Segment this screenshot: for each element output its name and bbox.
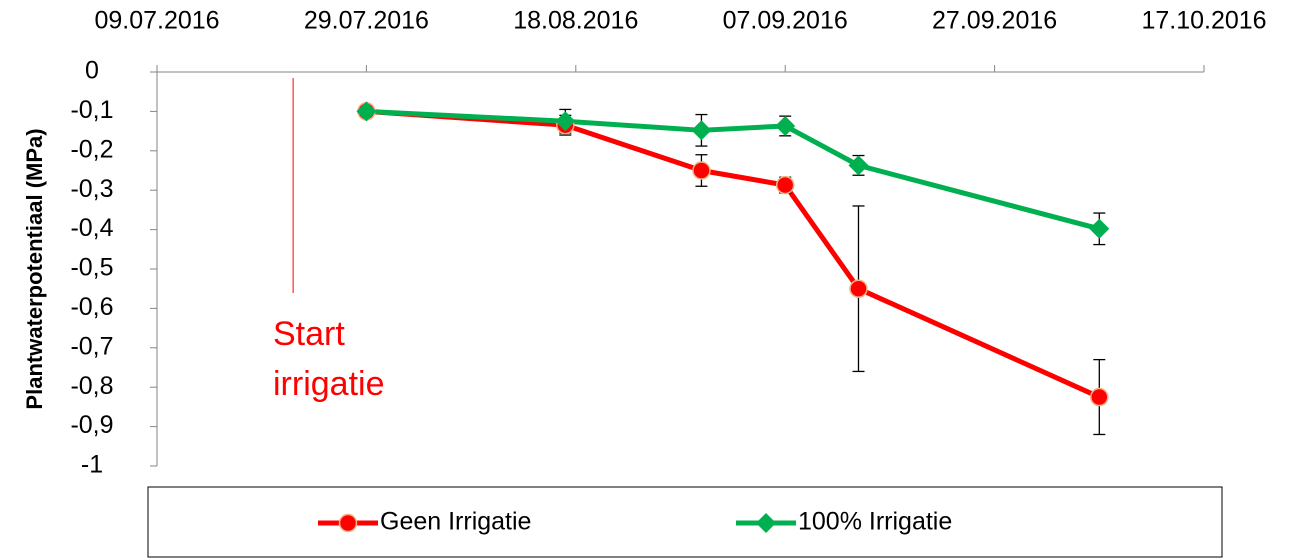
legend-label: Geen Irrigatie bbox=[380, 508, 531, 536]
point bbox=[1089, 218, 1110, 239]
x-tick-label: 27.09.2016 bbox=[932, 7, 1057, 35]
annotation-text: Start bbox=[273, 315, 345, 353]
y-tick-label: -0,4 bbox=[70, 214, 113, 242]
y-tick-label: -1 bbox=[81, 451, 103, 479]
y-tick-label: -0,3 bbox=[70, 175, 113, 203]
point bbox=[692, 161, 711, 180]
y-tick-label: -0,7 bbox=[70, 332, 113, 360]
y-tick-label: -0,5 bbox=[70, 254, 113, 282]
x-tick-label: 07.09.2016 bbox=[723, 7, 848, 35]
point bbox=[691, 120, 712, 141]
y-tick-label: -0,9 bbox=[70, 411, 113, 439]
y-axis-label: Plantwaterpotentiaal (MPa) bbox=[22, 128, 47, 409]
legend-marker bbox=[338, 513, 358, 533]
point bbox=[775, 115, 796, 136]
y-tick-label: 0 bbox=[85, 57, 99, 85]
point bbox=[1090, 387, 1109, 407]
point bbox=[775, 175, 795, 195]
y-tick-label: -0,8 bbox=[70, 372, 113, 400]
legend-box bbox=[147, 486, 1223, 558]
point bbox=[356, 101, 377, 122]
x-tick-label: 29.07.2016 bbox=[304, 7, 429, 35]
x-tick-label: 09.07.2016 bbox=[94, 7, 219, 35]
point bbox=[849, 279, 868, 298]
x-tick-label: 18.08.2016 bbox=[513, 7, 638, 35]
y-tick-label: -0,6 bbox=[70, 293, 113, 321]
annotation-text: irrigatie bbox=[273, 365, 384, 403]
y-tick-label: -0,1 bbox=[70, 96, 113, 124]
x-tick-label: 17.10.2016 bbox=[1141, 7, 1266, 35]
point bbox=[848, 155, 869, 176]
legend-marker bbox=[756, 513, 776, 533]
series-line bbox=[366, 108, 1100, 232]
series-line bbox=[366, 108, 1101, 400]
legend-label: 100% Irrigatie bbox=[798, 508, 952, 536]
y-tick-label: -0,2 bbox=[70, 135, 113, 163]
point bbox=[555, 111, 576, 132]
